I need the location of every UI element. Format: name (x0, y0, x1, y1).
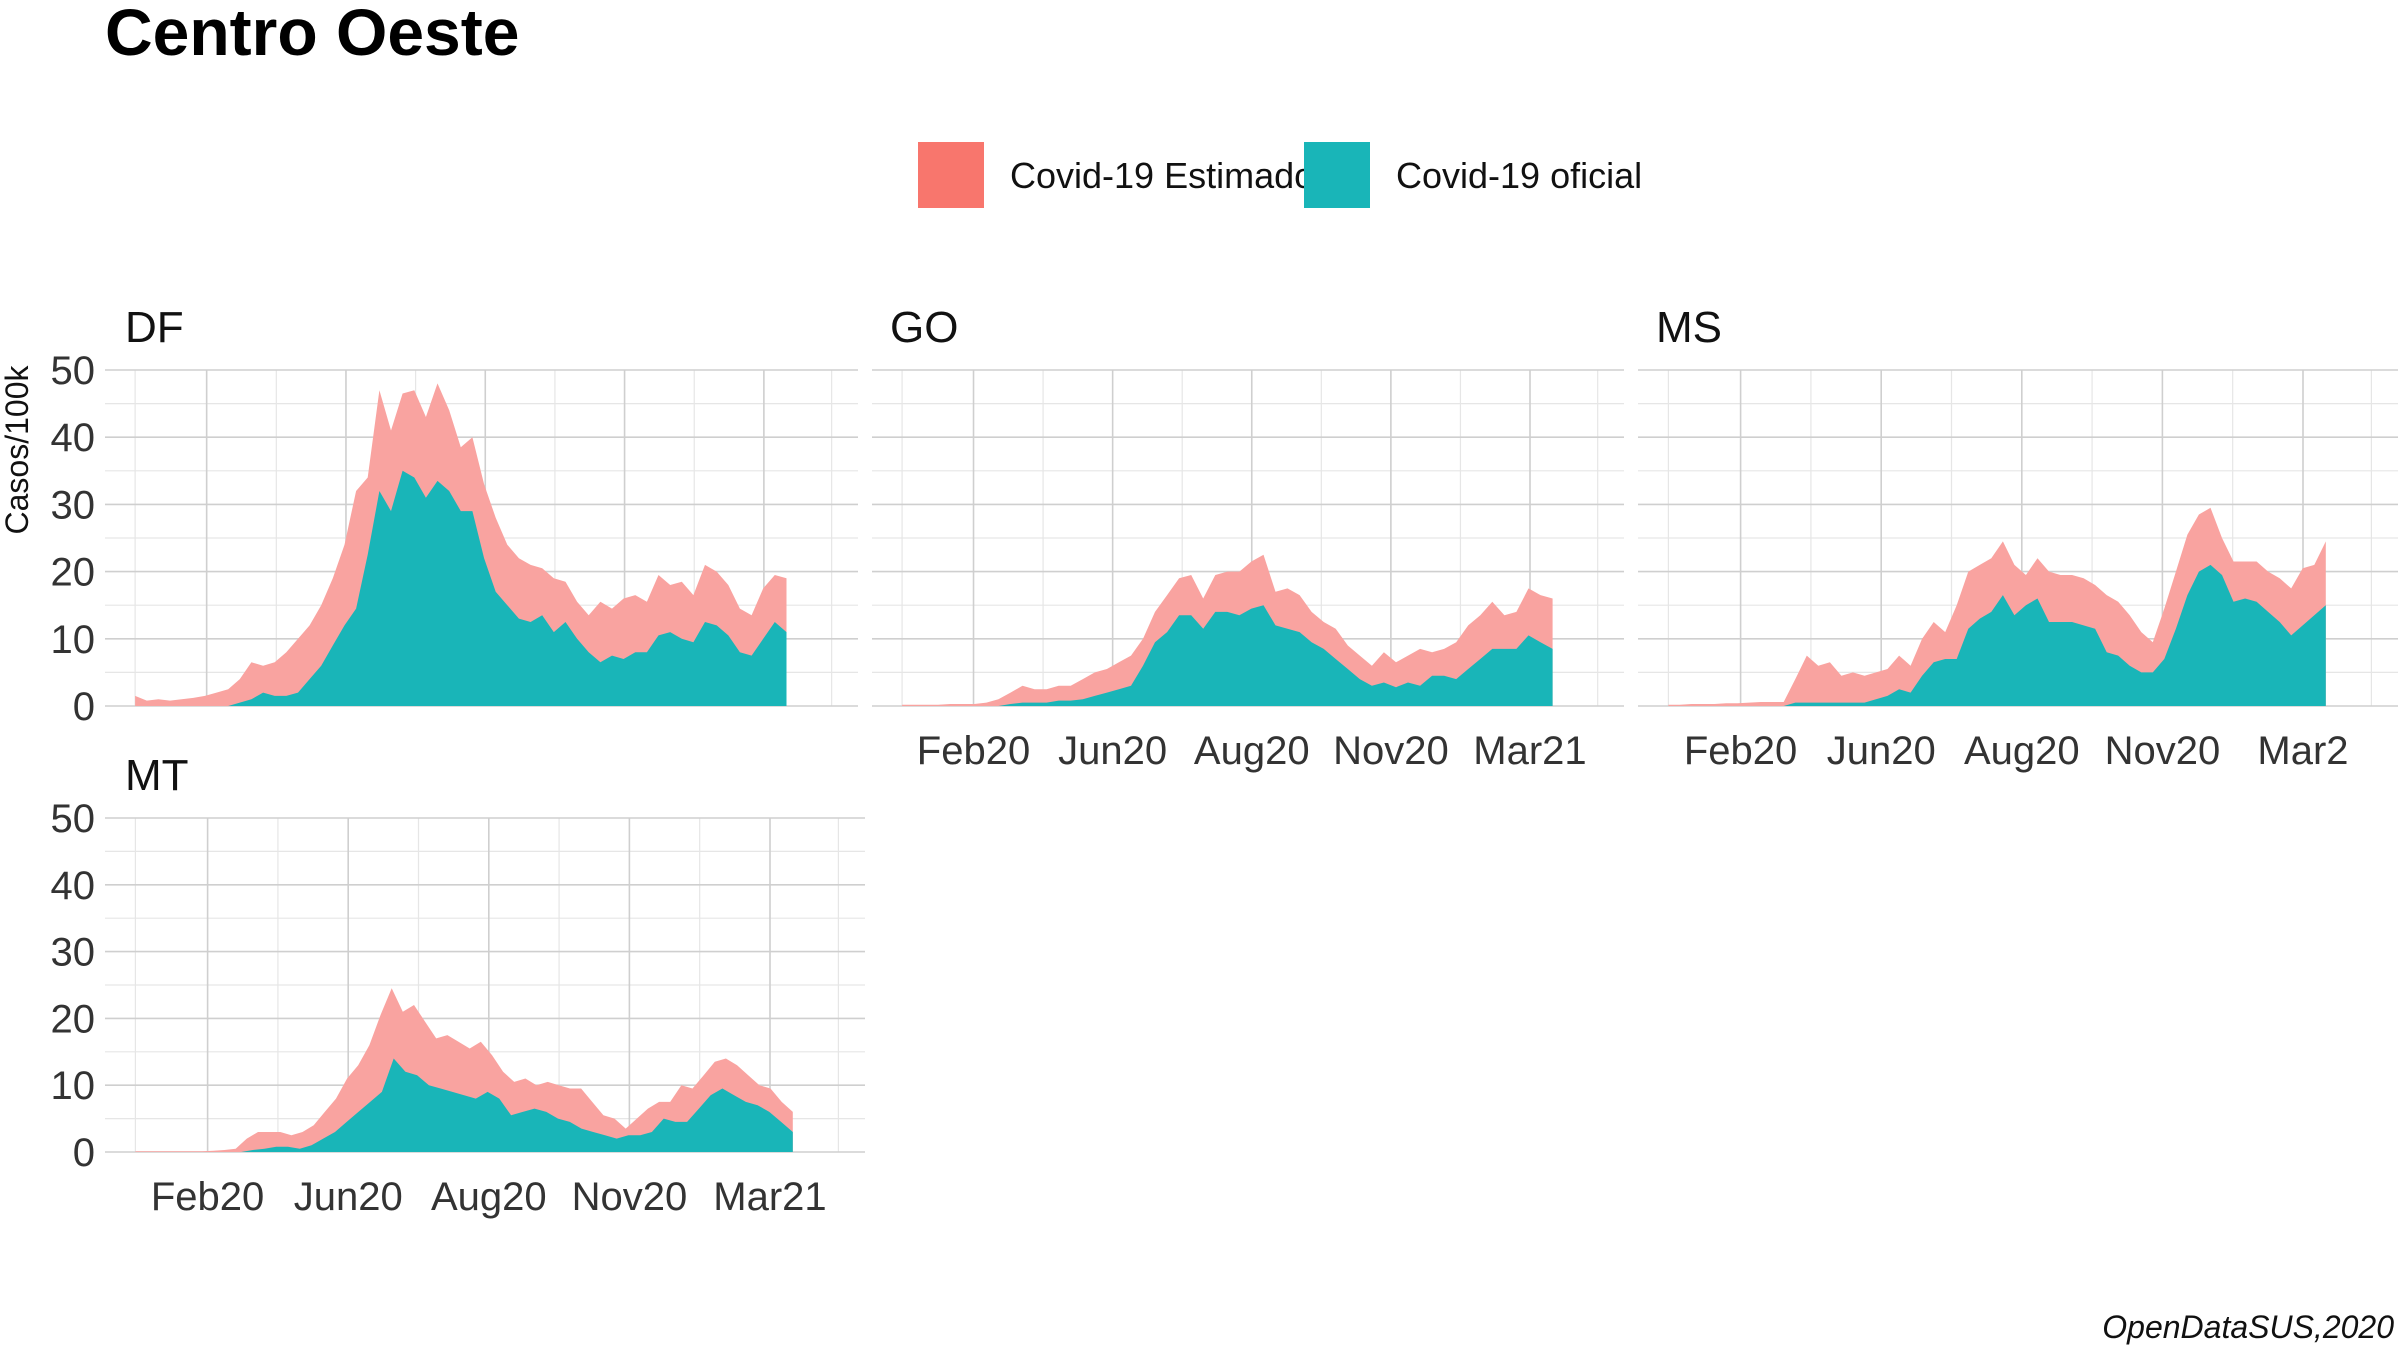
x-tick-label: Feb20 (917, 729, 1030, 773)
legend-label-estimado: Covid-19 Estimado (1010, 155, 1314, 196)
y-tick-label: 40 (51, 416, 96, 460)
chart-title: Centro Oeste (105, 0, 519, 69)
x-tick-label: Aug20 (431, 1175, 547, 1219)
caption: OpenDataSUS,2020 (2102, 1309, 2394, 1345)
area-ms-oficial (1668, 564, 2326, 706)
x-tick-label: Aug20 (1194, 729, 1310, 773)
panel-go: GO Feb20 Jun20 Aug20 Nov20 Mar21 (872, 303, 1624, 773)
y-tick-label: 30 (51, 931, 96, 975)
panel-df: DF 0 10 20 30 40 50 (51, 303, 858, 729)
legend: Covid-19 Estimado Covid-19 oficial (918, 142, 1642, 208)
y-axis-title: Casos/100k (0, 365, 35, 535)
area-df-oficial (135, 470, 787, 706)
x-tick-label: Feb20 (1684, 729, 1797, 773)
panel-label-ms: MS (1656, 303, 1722, 352)
y-tick-label: 40 (51, 864, 96, 908)
x-tick-label: Jun20 (1058, 729, 1167, 773)
panel-label-go: GO (890, 303, 958, 352)
legend-swatch-estimado (918, 142, 984, 208)
y-tick-label: 50 (51, 797, 96, 841)
y-tick-label: 50 (51, 349, 96, 393)
x-tick-label: Nov20 (2105, 729, 2221, 773)
y-tick-label: 20 (51, 551, 96, 595)
area-mt-oficial (135, 1058, 793, 1152)
panel-ms: MS Feb20 Jun20 Aug20 Nov20 Mar2 (1638, 303, 2398, 773)
x-tick-label: Aug20 (1964, 729, 2080, 773)
x-tick-label: Nov20 (1333, 729, 1449, 773)
y-tick-label: 10 (51, 1064, 96, 1108)
x-tick-label: Mar2 (2257, 729, 2348, 773)
y-tick-label: 0 (73, 1131, 95, 1175)
panel-label-df: DF (125, 303, 184, 352)
panel-label-mt: MT (125, 751, 189, 800)
area-go-oficial (902, 605, 1553, 706)
x-tick-label: Mar21 (1473, 729, 1586, 773)
legend-label-oficial: Covid-19 oficial (1396, 155, 1642, 196)
panel-mt: MT 0 10 20 30 40 50 Feb20 Jun20 Aug20 Nov20 Mar21 (51, 751, 865, 1219)
y-tick-label: 10 (51, 618, 96, 662)
x-tick-label: Feb20 (151, 1175, 264, 1219)
y-tick-label: 30 (51, 483, 96, 527)
y-tick-label: 0 (73, 685, 95, 729)
x-tick-label: Mar21 (713, 1175, 826, 1219)
area-mt-estimado (135, 988, 793, 1152)
x-tick-label: Jun20 (1827, 729, 1936, 773)
x-tick-label: Jun20 (294, 1175, 403, 1219)
legend-swatch-oficial (1304, 142, 1370, 208)
x-tick-label: Nov20 (572, 1175, 688, 1219)
y-tick-label: 20 (51, 997, 96, 1041)
